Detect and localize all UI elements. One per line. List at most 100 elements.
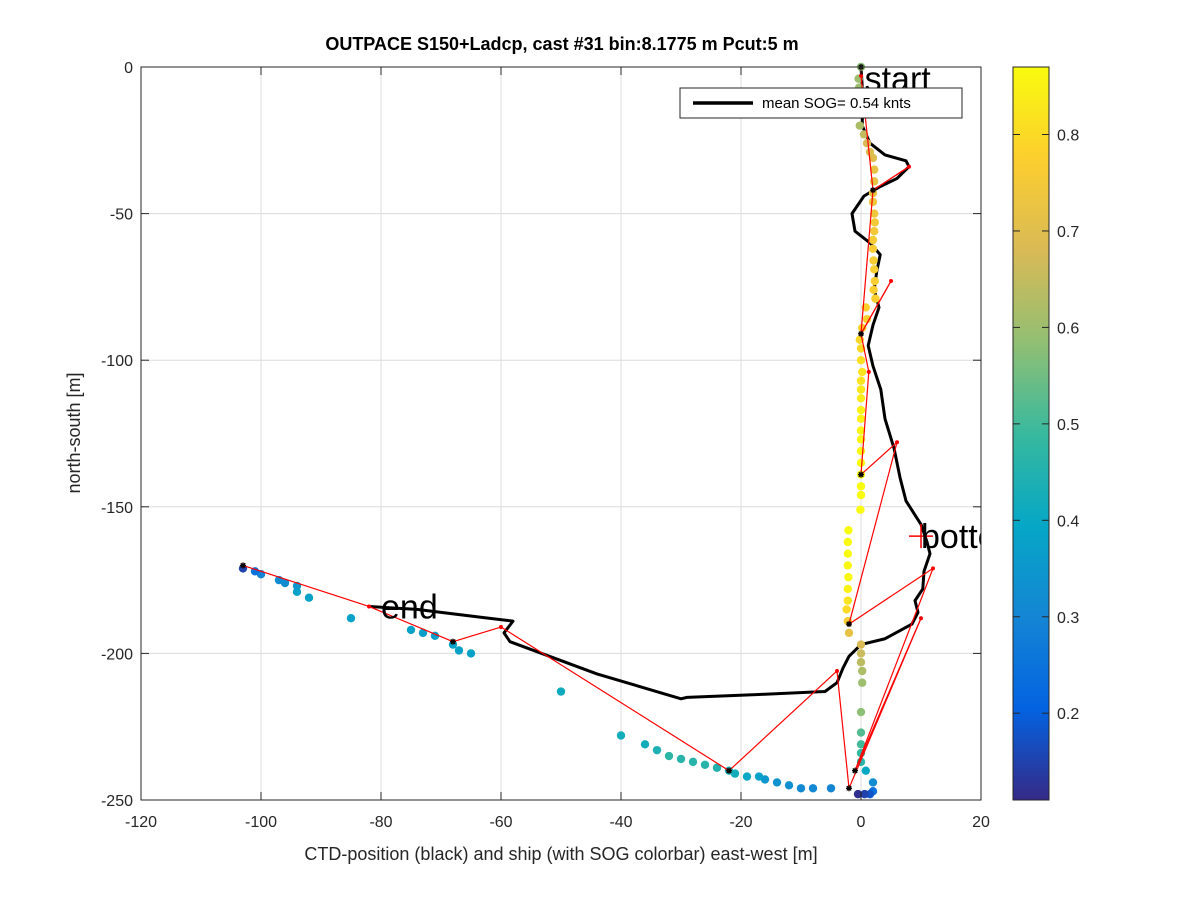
ship-point [616,731,626,740]
black-marker [846,785,852,792]
ship-point [858,367,867,377]
ship-point [652,745,662,755]
x-tick-label: -40 [609,814,632,831]
ship-point [856,414,866,424]
y-tick-label: -150 [101,500,133,517]
ship-point [742,772,752,781]
ship-point [868,235,878,245]
ship-point [856,649,866,658]
ship-point [700,760,710,770]
ship-point [862,139,872,148]
ship-point [346,614,356,623]
legend[interactable]: mean SOG= 0.54 knts [679,87,963,119]
ship-point [856,505,865,514]
ship-point [844,628,854,638]
ship-point [843,596,852,605]
black-marker [852,767,858,774]
ship-point [844,572,853,582]
ship-point [856,376,866,385]
ship-point [754,772,764,781]
x-tick-label: -80 [369,814,392,831]
annotation-botto: botto [921,518,997,556]
ship-point [808,784,818,793]
ship-point [856,490,866,500]
ship-point [868,244,878,253]
red-segment [836,670,850,789]
y-tick-label: -200 [101,646,133,663]
x-tick-label: -20 [729,814,752,831]
ship-point [454,646,464,655]
ship-point [856,405,866,415]
ship-point [844,526,853,535]
ship-point [853,789,863,799]
red-segment [452,626,502,643]
y-tick-label: -50 [110,207,133,224]
ship-point [772,778,782,787]
red-segment [860,280,892,335]
ship-point [784,781,794,790]
ship-point [466,649,476,658]
colorbar-tick-label: 0.4 [1057,513,1079,530]
chart-title: OUTPACE S150+Ladcp, cast #31 bin:8.1775 … [325,34,798,54]
colorbar-ticks: 0.2 0.3 0.4 0.5 0.6 0.7 0.8 [1013,128,1079,723]
black-marker [846,621,852,628]
y-tick-label: -100 [101,353,133,370]
black-marker [858,330,864,337]
ship-point [856,385,866,394]
ship-point [856,740,866,749]
ship-point [676,754,686,764]
ship-point [796,784,806,793]
red-segment [848,442,898,625]
colorbar-fill [1013,67,1049,800]
axis-ticks: -120 -100 -80 -60 -40 -20 0 200-50-100-150-200-… [101,60,990,831]
red-segment [860,333,870,373]
ship-point [869,285,878,295]
red-segment [368,605,454,643]
red-segment [860,190,874,334]
x-tick-label: -120 [125,814,157,831]
ship-point [856,657,866,667]
red-segment [848,567,934,625]
ship-point [856,426,866,435]
ship-point [640,740,650,749]
ship-point [842,605,851,614]
ship-point [304,593,314,602]
black-marker [870,187,876,194]
ship-point [858,678,867,687]
ship-point [858,323,867,333]
plot-background [141,67,981,800]
x-axis-label: CTD-position (black) and ship (with SOG … [304,844,817,864]
ship-point [869,256,878,265]
ship-point [712,763,722,772]
ship-point [861,766,870,775]
ship-point [664,751,674,761]
ship-point [871,294,880,303]
colorbar: 0.2 0.3 0.4 0.5 0.6 0.7 0.8 [1012,66,1079,801]
ship-point [688,757,698,767]
colorbar-tick-label: 0.2 [1057,706,1079,723]
ship-point [856,482,866,491]
red-segment [860,441,898,475]
ship-point [868,778,878,787]
ship-point [859,130,869,139]
black-marker [858,471,864,478]
ship-point [856,458,866,468]
red-segment [242,564,370,608]
ship-point [868,197,878,207]
ship-point [292,587,302,597]
ship-point [418,628,428,638]
red-segment [860,371,870,475]
ship-point [870,276,879,286]
ship-point [856,728,866,737]
y-tick-label: -250 [101,793,133,810]
x-tick-label: -60 [489,814,512,831]
ship-point [870,209,879,218]
black-marker [240,562,246,569]
ship-point [855,121,864,130]
y-axis-label: north-south [m] [64,372,84,493]
ship-point [860,789,869,799]
colorbar-tick-label: 0.3 [1057,610,1079,627]
ship-point [856,394,866,403]
